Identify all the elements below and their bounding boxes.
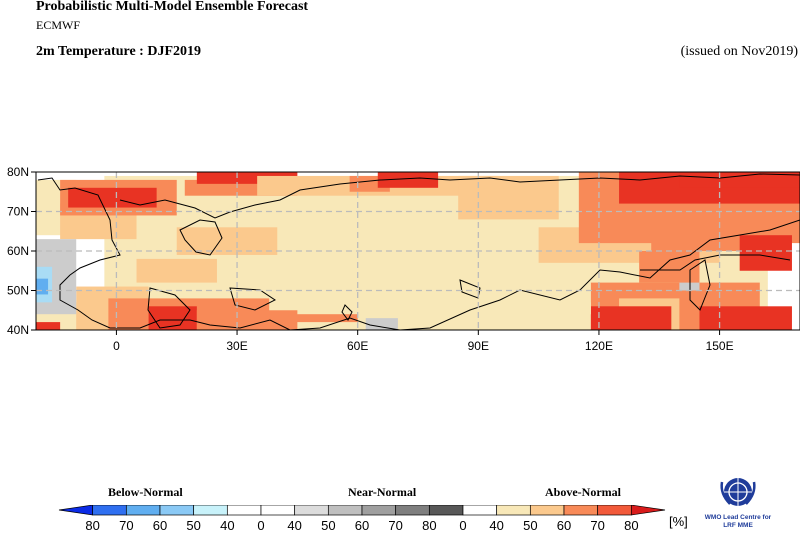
colorbar-box <box>529 505 565 516</box>
colorbar-tick-label: 70 <box>388 518 402 533</box>
wmo-logo: WMO Lead Centre for LRF MME <box>705 478 772 529</box>
colorbar-tick-label: 80 <box>624 518 638 533</box>
coastline <box>147 287 191 329</box>
colorbar-labels: 80 70 60 50 40 0 40 50 60 70 80 0 40 50 60 70 80 [%] <box>85 514 687 533</box>
probability-patch <box>739 235 792 271</box>
lon-label: 60E <box>347 339 368 350</box>
lon-label: 30E <box>226 339 247 350</box>
colorbar-tick-label: 50 <box>321 518 335 533</box>
probability-patch <box>36 322 61 330</box>
colorbar-tick-label: 40 <box>489 518 503 533</box>
lon-label: 120E <box>585 339 613 350</box>
colorbar-box <box>496 505 531 516</box>
colorbar-box <box>630 505 666 516</box>
graticule-layer <box>36 172 800 330</box>
colorbar-box <box>226 505 262 516</box>
colorbar-box <box>597 505 632 516</box>
coastline <box>689 259 711 311</box>
coastline-layer <box>37 173 800 331</box>
legend-category-below: Below-Normal <box>108 485 183 499</box>
probability-fill-layer <box>36 172 800 330</box>
probability-patch <box>590 306 672 330</box>
legend-category-near: Near-Normal <box>348 485 417 499</box>
colorbar-tick-label: 80 <box>422 518 436 533</box>
page-title: Probabilistic Multi-Model Ensemble Forec… <box>36 0 309 14</box>
colorbar-boxes <box>58 505 666 516</box>
colorbar-box <box>159 505 195 516</box>
colorbar-tick-label: 60 <box>153 518 167 533</box>
coastline <box>640 254 791 271</box>
probability-patch <box>699 306 792 330</box>
colorbar-box <box>193 505 228 516</box>
colorbar: 80 70 60 50 40 0 40 50 60 70 80 0 40 50 60 70 80 [%] <box>58 505 688 533</box>
variable-title: 2m Temperature : DJF2019 <box>36 44 201 59</box>
lon-label: 90E <box>468 339 489 350</box>
lat-label: 60N <box>7 244 29 258</box>
probability-patch <box>176 227 278 255</box>
colorbar-box <box>327 505 363 516</box>
probability-patch <box>458 175 559 220</box>
coastline <box>119 173 800 219</box>
colorbar-tick-label: 70 <box>119 518 133 533</box>
colorbar-box <box>361 505 397 516</box>
colorbar-tick-label: 40 <box>220 518 234 533</box>
colorbar-tick-label: 40 <box>287 518 301 533</box>
probability-patch <box>538 302 591 315</box>
model-name: ECMWF <box>36 18 81 32</box>
logo-text-line1: WMO Lead Centre for <box>705 514 772 521</box>
probability-patch <box>196 172 298 184</box>
probability-patch <box>365 318 398 330</box>
lat-label: 50N <box>7 284 29 298</box>
probability-patch <box>36 278 49 295</box>
wmo-emblem-icon <box>720 478 756 506</box>
colorbar-tick-label: 50 <box>186 518 200 533</box>
colorbar-tick-label: 80 <box>85 518 99 533</box>
coastline <box>179 219 223 256</box>
coastline <box>341 304 353 321</box>
issued-date: (issued on Nov2019) <box>680 44 798 59</box>
lat-label: 70N <box>7 205 29 219</box>
forecast-map: 80N 70N 60N 50N 40N 0 30E 60E 90E 120E 150E <box>7 165 800 350</box>
probability-patch <box>357 258 499 291</box>
colorbar-tick-label: 0 <box>257 518 264 533</box>
lon-label: 150E <box>706 339 734 350</box>
colorbar-tick-label: 50 <box>523 518 537 533</box>
colorbar-box <box>92 505 127 516</box>
colorbar-tick-label: 60 <box>355 518 369 533</box>
colorbar-tick-label: 60 <box>557 518 571 533</box>
logo-text-line2: LRF MME <box>723 522 753 529</box>
colorbar-box <box>563 505 599 516</box>
probability-patch <box>377 172 439 188</box>
colorbar-box <box>395 505 430 516</box>
colorbar-tick-label: 0 <box>459 518 466 533</box>
colorbar-box <box>462 505 498 516</box>
colorbar-box <box>294 505 329 516</box>
coastline <box>37 177 800 331</box>
colorbar-tick-label: 70 <box>590 518 604 533</box>
probability-patch <box>136 258 217 283</box>
legend-category-above: Above-Normal <box>545 485 621 499</box>
colorbar-unit: [%] <box>669 514 688 529</box>
coastline <box>229 287 276 311</box>
probability-patch <box>679 172 800 188</box>
lat-label: 80N <box>7 165 29 179</box>
lat-label: 40N <box>7 323 29 337</box>
axis-tick-layer <box>31 171 721 335</box>
axis-label-layer: 80N 70N 60N 50N 40N 0 30E 60E 90E 120E 150E <box>7 165 734 350</box>
colorbar-box <box>260 505 296 516</box>
colorbar-box <box>125 505 161 516</box>
colorbar-box <box>428 505 464 516</box>
probability-patch <box>148 306 197 330</box>
lon-label: 0 <box>113 339 120 350</box>
colorbar-box <box>58 505 94 516</box>
probability-patch <box>237 314 358 323</box>
